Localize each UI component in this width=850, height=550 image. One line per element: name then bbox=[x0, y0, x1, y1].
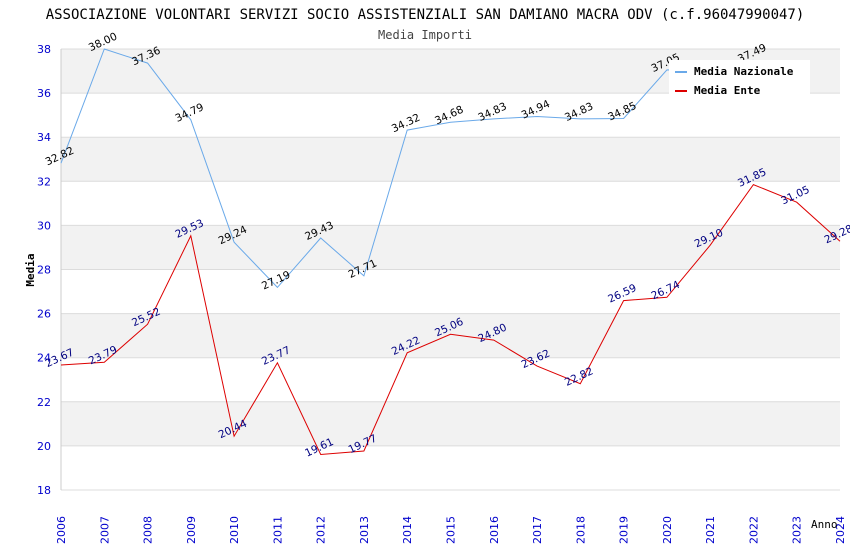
y-axis-label: Media bbox=[24, 253, 37, 286]
y-tick-label: 26 bbox=[37, 308, 51, 321]
legend-entry: Media Ente bbox=[694, 84, 761, 97]
x-tick-label: 2017 bbox=[531, 516, 544, 544]
band-28 bbox=[61, 225, 840, 270]
background-bands bbox=[61, 49, 840, 490]
x-tick-label: 2007 bbox=[98, 516, 111, 544]
legend: Media Nazionale Media Ente bbox=[669, 60, 810, 98]
y-tick-label: 28 bbox=[37, 264, 51, 277]
y-tick-label: 20 bbox=[37, 440, 51, 453]
y-tick-label: 22 bbox=[37, 396, 51, 409]
x-tick-label: 2016 bbox=[488, 516, 501, 544]
y-tick-label: 24 bbox=[37, 352, 51, 365]
legend-entry: Media Nazionale bbox=[694, 65, 794, 78]
x-tick-label: 2008 bbox=[142, 516, 155, 544]
band-32 bbox=[61, 137, 840, 182]
band-18 bbox=[61, 445, 840, 490]
x-tick-label: 2009 bbox=[185, 516, 198, 544]
x-tick-label: 2010 bbox=[228, 516, 241, 544]
x-tick-label: 2021 bbox=[704, 516, 717, 544]
x-tick-label: 2012 bbox=[315, 516, 328, 544]
band-24 bbox=[61, 313, 840, 358]
band-26 bbox=[61, 269, 840, 314]
y-tick-label: 18 bbox=[37, 484, 51, 497]
x-tick-label: 2006 bbox=[55, 516, 68, 544]
legend-box bbox=[669, 60, 810, 98]
chart-subtitle: Media Importi bbox=[378, 28, 472, 42]
y-tick-label: 30 bbox=[37, 219, 51, 232]
band-22 bbox=[61, 357, 840, 402]
y-tick-label: 36 bbox=[37, 87, 51, 100]
grid-lines bbox=[60, 48, 840, 491]
series-line-media-nazionale bbox=[60, 48, 754, 289]
band-20 bbox=[61, 401, 840, 446]
band-34 bbox=[61, 93, 840, 138]
x-tick-label: 2020 bbox=[661, 516, 674, 544]
y-tick-label: 32 bbox=[37, 175, 51, 188]
chart-title: ASSOCIAZIONE VOLONTARI SERVIZI SOCIO ASS… bbox=[46, 7, 805, 23]
x-tick-label: 2023 bbox=[791, 516, 804, 544]
series-line-media-ente bbox=[60, 183, 841, 456]
x-tick-label: 2015 bbox=[445, 516, 458, 544]
band-30 bbox=[61, 181, 840, 226]
y-tick-label: 38 bbox=[37, 43, 51, 56]
x-tick-label: 2018 bbox=[574, 516, 587, 544]
x-tick-label: 2019 bbox=[618, 516, 631, 544]
x-tick-label: 2022 bbox=[747, 516, 760, 544]
x-axis-ticks: 2006 2007 2008 2009 2010 2011 2012 2013 2014 2015… bbox=[55, 516, 847, 544]
y-tick-label: 34 bbox=[37, 131, 51, 144]
x-tick-label: 2013 bbox=[358, 516, 371, 544]
x-tick-label: 2011 bbox=[271, 516, 284, 544]
x-tick-label: 2024 bbox=[834, 516, 847, 544]
series-lines bbox=[60, 48, 841, 456]
y-axis-ticks: 18 20 22 24 26 28 30 32 34 36 38 bbox=[37, 43, 51, 497]
x-axis-label: Anno bbox=[811, 518, 838, 531]
x-tick-label: 2014 bbox=[401, 516, 414, 544]
